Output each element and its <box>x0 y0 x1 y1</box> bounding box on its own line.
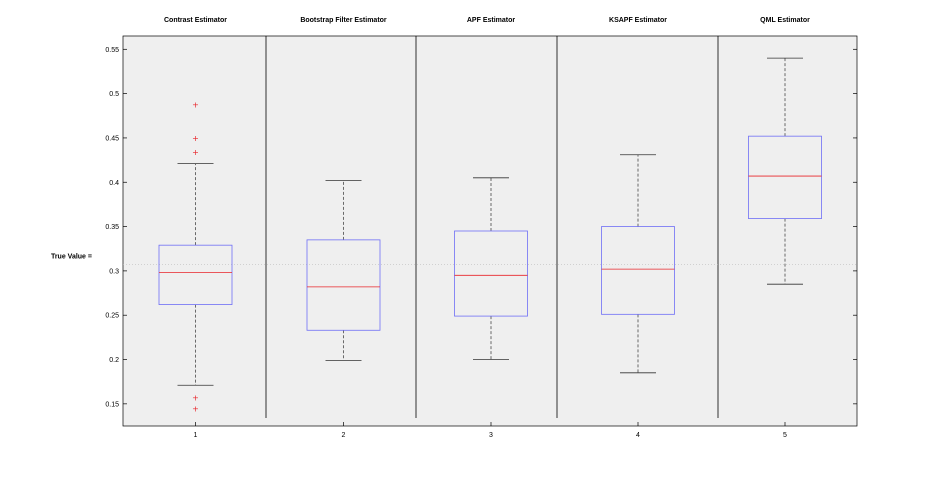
outlier-marker: + <box>192 134 199 143</box>
true-value-label: True Value = <box>51 254 92 261</box>
y-tick-label: 0.55 <box>105 47 119 54</box>
box-4 <box>601 154 675 374</box>
box-3 <box>454 177 528 360</box>
y-tick-label: 0.15 <box>105 401 119 408</box>
iqr-box <box>306 239 381 331</box>
x-tick-label: 3 <box>489 432 493 439</box>
y-tick-label: 0.3 <box>109 268 119 275</box>
group-title: KSAPF Estimator <box>609 17 667 24</box>
box-5 <box>748 57 822 285</box>
outlier-marker: + <box>192 100 199 109</box>
box-1: +++++ <box>158 100 233 413</box>
outlier-marker: + <box>192 394 199 403</box>
iqr-box <box>454 230 528 317</box>
x-tick-label: 2 <box>342 432 346 439</box>
box-series: +++++ <box>158 57 822 413</box>
box-2 <box>306 180 381 361</box>
group-title: Contrast Estimator <box>164 17 227 24</box>
iqr-box <box>158 244 233 305</box>
y-tick-label: 0.35 <box>105 224 119 231</box>
x-tick-label: 4 <box>636 432 640 439</box>
iqr-box <box>748 135 822 219</box>
group-title: Bootstrap Filter Estimator <box>300 17 387 24</box>
x-axis: 1 2 3 4 5 <box>194 422 787 439</box>
x-tick-label: 5 <box>783 432 787 439</box>
y-tick-label: 0.2 <box>109 357 119 364</box>
y-tick-label: 0.4 <box>109 180 119 187</box>
y-tick-label: 0.25 <box>105 313 119 320</box>
outlier-marker: + <box>192 404 199 413</box>
group-titles: Contrast Estimator Bootstrap Filter Estim… <box>164 17 810 24</box>
group-dividers <box>265 36 719 418</box>
iqr-box <box>601 226 675 315</box>
group-title: QML Estimator <box>760 17 810 24</box>
y-tick-label: 0.45 <box>105 135 119 142</box>
x-tick-label: 1 <box>194 432 198 439</box>
outlier-marker: + <box>192 148 199 157</box>
group-title: APF Estimator <box>467 17 516 24</box>
y-axis: 0.15 0.2 0.25 0.3 0.35 0.4 0.45 0.5 0.55 <box>105 47 857 408</box>
y-tick-label: 0.5 <box>109 91 119 98</box>
